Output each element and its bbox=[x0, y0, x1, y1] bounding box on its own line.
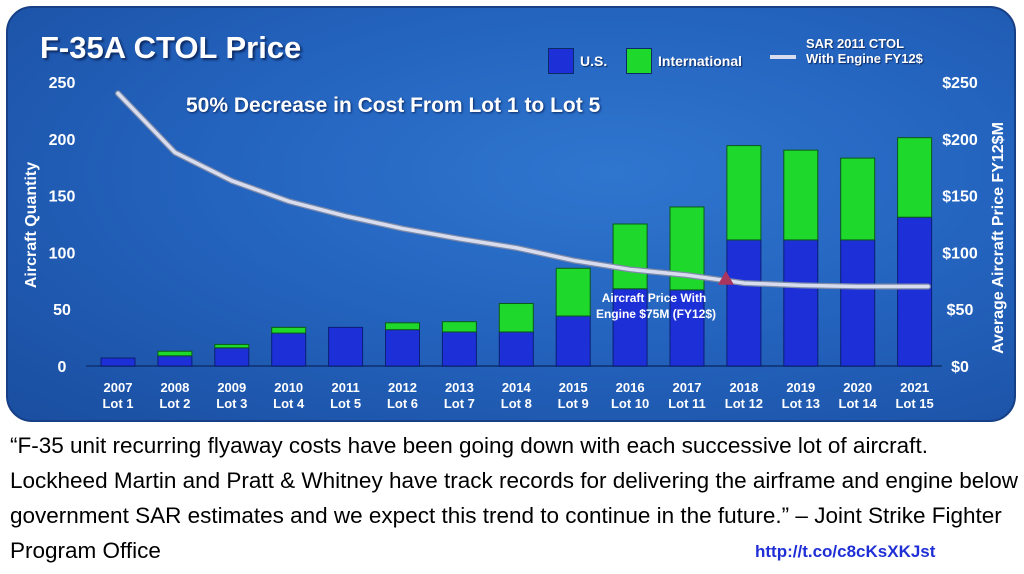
x-tick-lot: Lot 3 bbox=[216, 396, 247, 411]
x-tick-year: 2010 bbox=[274, 380, 303, 395]
y2-tick-label: $50 bbox=[947, 302, 974, 319]
x-tick-year: 2014 bbox=[502, 380, 532, 395]
bar-international bbox=[897, 137, 933, 218]
x-tick-lot: Lot 7 bbox=[444, 396, 475, 411]
legend-sar-label-line2: With Engine FY12$ bbox=[806, 51, 923, 66]
bar-international bbox=[271, 326, 307, 334]
x-tick-lot: Lot 5 bbox=[330, 396, 361, 411]
bar-us bbox=[385, 329, 420, 367]
legend-international: International bbox=[626, 48, 742, 74]
y-tick-label: 200 bbox=[49, 132, 76, 149]
y-tick-label: 100 bbox=[49, 245, 76, 262]
source-link[interactable]: http://t.co/c8cKsXKJst bbox=[755, 542, 936, 561]
annotation-line2: Engine $75M (FY12$) bbox=[596, 307, 716, 321]
chart-title: F-35A CTOL Price bbox=[40, 30, 302, 65]
bar-us bbox=[271, 332, 307, 367]
bar-international bbox=[441, 321, 477, 333]
y-tick-label: 150 bbox=[49, 189, 76, 206]
y-tick-label: 50 bbox=[53, 302, 71, 319]
y-tick-label: 250 bbox=[49, 75, 76, 92]
annotation-line1: Aircraft Price With bbox=[602, 291, 707, 305]
x-tick-lot: Lot 12 bbox=[725, 396, 763, 411]
x-tick-year: 2009 bbox=[217, 380, 246, 395]
quote-text: “F-35 unit recurring flyaway costs have … bbox=[10, 433, 1019, 563]
chart-plot: 0 50 100 150 200 250 $0 $50 $100 $150 $200 $250 Airc… bbox=[23, 75, 1007, 411]
y2-tick-label: $150 bbox=[942, 189, 978, 206]
x-tick-year: 2012 bbox=[388, 380, 417, 395]
bar-us bbox=[783, 239, 819, 367]
bar-us bbox=[498, 331, 534, 367]
x-tick-lot: Lot 8 bbox=[501, 396, 532, 411]
x-tick-lot: Lot 1 bbox=[102, 396, 133, 411]
legend-us-swatch bbox=[548, 48, 574, 74]
x-tick-year: 2015 bbox=[559, 380, 588, 395]
x-tick-lot: Lot 13 bbox=[782, 396, 820, 411]
x-tick-year: 2011 bbox=[331, 380, 359, 395]
y2-axis-label: Average Aircraft Price FY12$M bbox=[990, 122, 1007, 354]
x-tick-lot: Lot 9 bbox=[558, 396, 589, 411]
x-tick-year: 2017 bbox=[673, 380, 702, 395]
x-tick-lot: Lot 14 bbox=[839, 396, 878, 411]
x-tick-year: 2018 bbox=[729, 380, 758, 395]
legend-us: U.S. bbox=[548, 48, 607, 74]
annotation-marker bbox=[717, 270, 734, 285]
x-tick-lot: Lot 2 bbox=[159, 396, 190, 411]
bar-international bbox=[783, 149, 819, 241]
legend-international-swatch bbox=[626, 48, 652, 74]
x-tick-year: 2013 bbox=[445, 380, 474, 395]
y2-tick-label: $250 bbox=[942, 75, 978, 92]
y-tick-label: 0 bbox=[58, 359, 67, 376]
bar-international bbox=[214, 343, 250, 349]
bar-us bbox=[441, 331, 477, 367]
x-tick-lot: Lot 15 bbox=[895, 396, 933, 411]
legend-us-label: U.S. bbox=[580, 53, 608, 69]
bar-international bbox=[840, 157, 876, 241]
chart-subtitle: 50% Decrease in Cost From Lot 1 to Lot 5 bbox=[186, 94, 601, 117]
x-tick-lot: Lot 11 bbox=[668, 396, 706, 411]
legend-sar-swatch bbox=[770, 55, 796, 59]
bar-us bbox=[669, 289, 705, 367]
bar-us bbox=[214, 347, 250, 367]
x-tick-year: 2021 bbox=[900, 380, 929, 395]
x-tick-year: 2016 bbox=[616, 380, 645, 395]
bar-international bbox=[726, 145, 762, 241]
legend-sar-label-line1: SAR 2011 CTOL bbox=[806, 36, 905, 51]
bar-international bbox=[612, 223, 648, 290]
y2-tick-label: $100 bbox=[942, 245, 978, 262]
bar-international bbox=[498, 303, 534, 333]
bar-international bbox=[385, 322, 420, 331]
bar-international bbox=[555, 267, 591, 317]
bar-us bbox=[840, 239, 876, 367]
x-tick-year: 2020 bbox=[843, 380, 872, 395]
x-tick-year: 2007 bbox=[104, 380, 133, 395]
bar-international bbox=[157, 350, 193, 357]
x-tick-year: 2019 bbox=[786, 380, 815, 395]
bar-us bbox=[726, 239, 762, 367]
legend-international-label: International bbox=[658, 53, 743, 69]
bar-us bbox=[100, 357, 136, 367]
y-axis-label: Aircraft Quantity bbox=[23, 162, 40, 288]
bar-us bbox=[555, 315, 591, 367]
bar-us bbox=[328, 326, 364, 367]
bar-us bbox=[612, 288, 648, 367]
x-tick-lot: Lot 4 bbox=[273, 396, 305, 411]
bar-us bbox=[897, 216, 933, 367]
bar-us bbox=[157, 355, 193, 367]
x-tick-lot: Lot 6 bbox=[387, 396, 418, 411]
x-tick-year: 2008 bbox=[160, 380, 189, 395]
legend-sar: SAR 2011 CTOL With Engine FY12$ bbox=[770, 36, 923, 66]
y2-tick-label: $0 bbox=[951, 359, 969, 376]
y2-tick-label: $200 bbox=[942, 132, 978, 149]
price-line bbox=[116, 91, 930, 289]
x-tick-lot: Lot 10 bbox=[611, 396, 649, 411]
